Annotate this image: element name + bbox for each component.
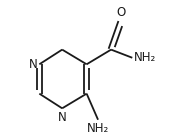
Text: N: N — [58, 111, 66, 124]
Text: NH₂: NH₂ — [134, 51, 157, 64]
Text: O: O — [116, 6, 125, 19]
Text: N: N — [29, 58, 37, 71]
Text: NH₂: NH₂ — [87, 122, 109, 135]
